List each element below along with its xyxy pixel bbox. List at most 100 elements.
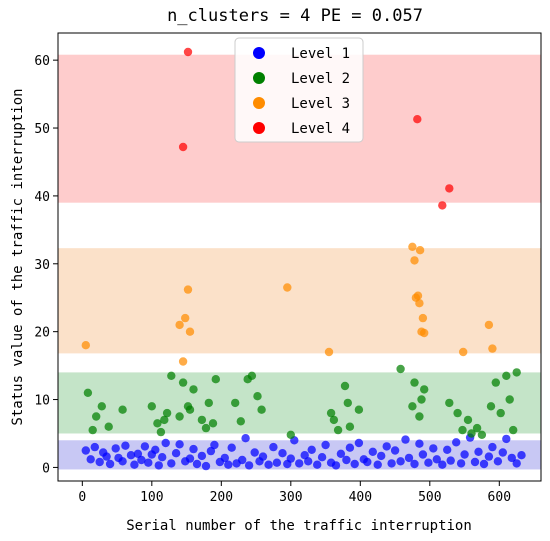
- point-level-4: [445, 184, 454, 193]
- point-level-2: [326, 408, 336, 418]
- point-level-1: [377, 451, 386, 461]
- x-tick-label: 500: [418, 490, 441, 505]
- legend-box: [234, 37, 364, 143]
- point-level-3: [283, 283, 292, 292]
- point-level-3: [175, 320, 184, 330]
- y-tick-label: 10: [34, 394, 50, 409]
- point-level-1: [224, 460, 233, 469]
- point-level-1: [154, 461, 163, 470]
- point-level-4: [183, 47, 193, 57]
- point-level-2: [486, 402, 496, 411]
- point-level-1: [227, 443, 236, 452]
- band-level-3: [58, 248, 541, 354]
- point-level-1: [210, 440, 219, 450]
- point-level-2: [343, 398, 352, 408]
- point-level-2: [329, 415, 339, 425]
- point-level-1: [126, 451, 136, 460]
- point-level-1: [197, 451, 207, 461]
- point-level-1: [474, 447, 483, 456]
- point-level-1: [354, 438, 364, 448]
- point-level-2: [153, 419, 162, 428]
- point-level-2: [104, 422, 113, 431]
- point-level-1: [158, 453, 167, 462]
- point-level-1: [121, 441, 130, 450]
- y-tick-label: 0: [42, 461, 50, 476]
- point-level-2: [204, 398, 213, 408]
- point-level-3: [415, 299, 424, 308]
- point-level-1: [479, 459, 489, 469]
- point-level-3: [484, 320, 494, 330]
- point-level-2: [512, 368, 521, 377]
- point-level-1: [443, 445, 452, 454]
- point-level-3: [408, 242, 417, 251]
- point-level-1: [512, 459, 521, 468]
- x-tick-label: 0: [78, 490, 86, 505]
- point-level-2: [415, 412, 424, 421]
- legend-marker: [253, 122, 265, 134]
- point-level-1: [336, 449, 346, 458]
- point-level-1: [220, 453, 229, 463]
- point-level-2: [467, 429, 476, 438]
- point-level-3: [324, 347, 334, 357]
- point-level-1: [313, 460, 322, 469]
- point-level-4: [178, 142, 188, 152]
- point-level-3: [420, 328, 429, 338]
- point-level-1: [295, 459, 304, 468]
- point-level-1: [484, 452, 494, 461]
- point-level-2: [175, 412, 184, 421]
- point-level-1: [95, 457, 104, 467]
- point-level-1: [363, 457, 372, 467]
- point-level-1: [382, 442, 391, 451]
- x-tick-label: 600: [488, 490, 511, 505]
- point-level-2: [257, 405, 266, 414]
- point-level-1: [133, 449, 143, 458]
- point-level-2: [505, 395, 514, 404]
- y-tick-label: 40: [34, 190, 50, 205]
- point-level-1: [167, 459, 176, 468]
- point-level-2: [147, 402, 156, 411]
- point-level-1: [185, 454, 195, 463]
- point-level-1: [350, 459, 359, 469]
- point-level-1: [410, 459, 419, 469]
- point-level-2: [445, 398, 454, 408]
- point-level-1: [470, 457, 480, 467]
- point-level-2: [162, 408, 172, 418]
- point-level-1: [331, 461, 341, 470]
- legend-label: Level 1: [291, 46, 350, 62]
- point-level-2: [458, 425, 467, 435]
- point-level-1: [345, 443, 355, 452]
- point-level-1: [241, 434, 250, 443]
- point-level-2: [178, 378, 188, 387]
- point-level-2: [88, 425, 97, 435]
- point-level-4: [438, 201, 447, 210]
- point-level-2: [410, 378, 419, 387]
- point-level-2: [453, 408, 462, 418]
- point-level-1: [317, 453, 327, 462]
- x-tick-label: 400: [349, 490, 372, 505]
- point-level-1: [373, 460, 382, 469]
- point-level-1: [429, 444, 438, 453]
- point-level-2: [92, 412, 101, 421]
- point-level-2: [236, 417, 245, 426]
- point-level-2: [189, 385, 198, 394]
- point-level-1: [244, 461, 254, 470]
- point-level-3: [178, 357, 188, 366]
- legend-label: Level 4: [291, 121, 350, 137]
- point-level-1: [286, 454, 295, 463]
- point-level-1: [418, 450, 428, 459]
- point-level-1: [368, 447, 377, 456]
- point-level-1: [272, 458, 282, 467]
- point-level-1: [387, 459, 396, 468]
- point-level-1: [102, 452, 111, 461]
- point-level-1: [81, 446, 91, 455]
- point-level-3: [81, 341, 91, 350]
- x-tick-label: 200: [210, 490, 233, 505]
- point-level-2: [201, 423, 211, 433]
- point-level-2: [83, 388, 93, 397]
- point-level-1: [258, 452, 268, 461]
- x-axis-label: Serial number of the traffic interruptio…: [126, 518, 472, 534]
- point-level-2: [477, 430, 487, 439]
- point-level-2: [286, 430, 295, 439]
- x-tick-label: 100: [140, 490, 163, 505]
- point-level-1: [144, 458, 153, 467]
